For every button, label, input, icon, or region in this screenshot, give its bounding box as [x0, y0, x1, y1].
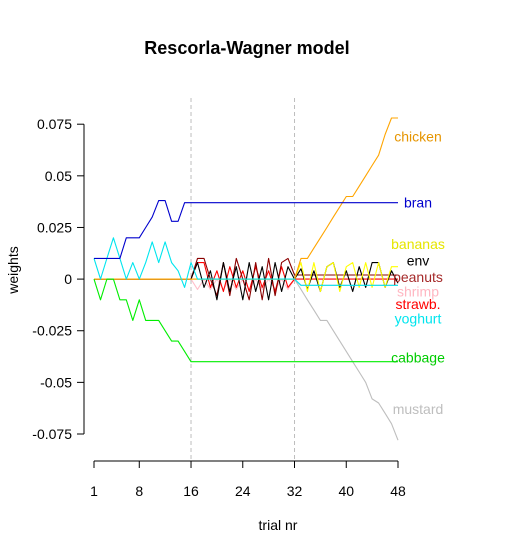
- series-labels: chicken bran bananasenvpeanutsshrimpstrawb…: [391, 129, 445, 418]
- y-tick-label: -0.025: [32, 323, 72, 339]
- x-tick-label: 1: [90, 483, 98, 499]
- x-tick-label: 48: [390, 483, 406, 499]
- cabbage-series-line: [93, 278, 398, 363]
- y-tick-label: 0.05: [45, 168, 72, 184]
- x-tick-label: 32: [287, 483, 303, 499]
- peanuts-series-label: peanuts: [393, 269, 443, 285]
- y-tick-label: 0: [64, 271, 72, 287]
- bran-series-label: bran: [404, 195, 432, 211]
- x-axis-label: trial nr: [259, 517, 298, 533]
- chicken-series-line: [94, 117, 398, 280]
- mustard-series-label: mustard: [393, 401, 444, 417]
- y-tick-label: -0.075: [32, 426, 72, 442]
- env-series-label: env: [407, 253, 430, 269]
- vertical-guides: [190, 98, 296, 461]
- y-tick-label: 0.025: [37, 219, 72, 235]
- bananas-series-line: [94, 262, 398, 293]
- y-tick-label: -0.05: [40, 374, 72, 390]
- bran-series-line: [94, 200, 398, 259]
- mustard-series-line: [94, 278, 399, 441]
- yoghurt-series-label: yoghurt: [395, 310, 442, 326]
- shrimp-series-label: shrimp: [397, 283, 439, 299]
- axes: -0.075 -0.05 -0.025 0 0.025 0.05 0.075 1 8 16 24 32…: [32, 116, 406, 499]
- strawb-series-label: strawb.: [395, 296, 440, 312]
- env-series-line: [94, 262, 399, 301]
- x-tick-label: 24: [235, 483, 251, 499]
- y-tick-label: 0.075: [37, 116, 72, 132]
- x-tick-label: 16: [183, 483, 199, 499]
- strawb-series-line: [94, 262, 398, 293]
- x-tick-label: 40: [338, 483, 354, 499]
- cabbage-series-label: cabbage: [391, 350, 445, 366]
- series-lines: [93, 117, 399, 441]
- chicken-series-label: chicken: [394, 129, 441, 145]
- y-axis-label: weights: [5, 246, 21, 294]
- chart-title: Rescorla-Wagner model: [144, 38, 349, 58]
- yoghurt-series-line: [93, 237, 398, 288]
- x-tick-label: 8: [135, 483, 143, 499]
- bananas-series-label: bananas: [391, 236, 445, 252]
